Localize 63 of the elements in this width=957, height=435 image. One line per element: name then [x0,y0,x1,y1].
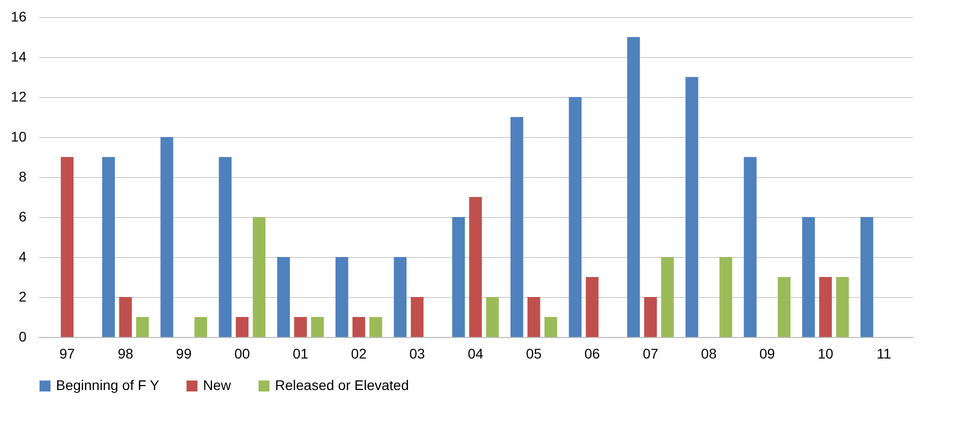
x-tick-label: 06 [584,346,600,362]
legend-label: Released or Elevated [275,377,409,393]
bar [644,297,657,337]
bar [819,277,832,337]
y-tick-label: 14 [10,48,27,64]
x-tick-label: 09 [759,346,776,362]
bar [136,317,149,337]
legend-label: Beginning of F Y [56,377,160,393]
y-tick-label: 8 [18,168,27,184]
bar [160,137,174,337]
bar [836,277,849,337]
bar [410,297,424,337]
bar [311,317,324,337]
x-tick-label: 05 [526,346,542,362]
bar [294,317,307,337]
x-tick-label: 99 [176,346,192,362]
bar [510,117,524,337]
bar [661,257,674,337]
x-tick-label: 01 [292,346,308,362]
y-tick-label: 12 [10,88,27,104]
bar [778,277,790,337]
bar [469,197,482,337]
x-tick-label: 97 [59,346,76,362]
x-tick-label: 03 [409,346,426,362]
bar [277,257,290,337]
bar [236,317,249,337]
bar [102,157,115,337]
bar [352,317,366,337]
bar [627,37,640,337]
bar [194,317,208,337]
bar [252,217,266,337]
bar [452,217,465,337]
bar [744,157,757,337]
bar [860,217,874,337]
legend-label: New [203,377,232,393]
bar [486,297,499,337]
x-tick-label: 02 [351,346,367,362]
bar [527,297,540,337]
bar [686,77,698,337]
bar [394,257,407,337]
bar [719,257,732,337]
x-tick-label: 08 [701,346,717,362]
bar [60,157,74,337]
bar [568,97,582,337]
x-tick-label: 00 [234,346,250,362]
bar [802,217,815,337]
y-tick-label: 16 [10,8,27,24]
y-tick-label: 0 [18,328,27,344]
x-tick-label: 07 [642,346,658,362]
x-tick-label: 11 [876,346,892,362]
y-tick-label: 2 [18,288,27,304]
y-tick-label: 4 [18,248,27,264]
bar [218,157,232,337]
bar [369,317,382,337]
y-tick-label: 10 [10,128,27,144]
bar [336,257,348,337]
bar [544,317,558,337]
x-tick-label: 98 [118,346,134,362]
y-tick-label: 6 [18,208,27,224]
x-tick-label: 04 [468,346,484,362]
bar [119,297,132,337]
bar [586,277,599,337]
x-tick-label: 10 [818,346,834,362]
